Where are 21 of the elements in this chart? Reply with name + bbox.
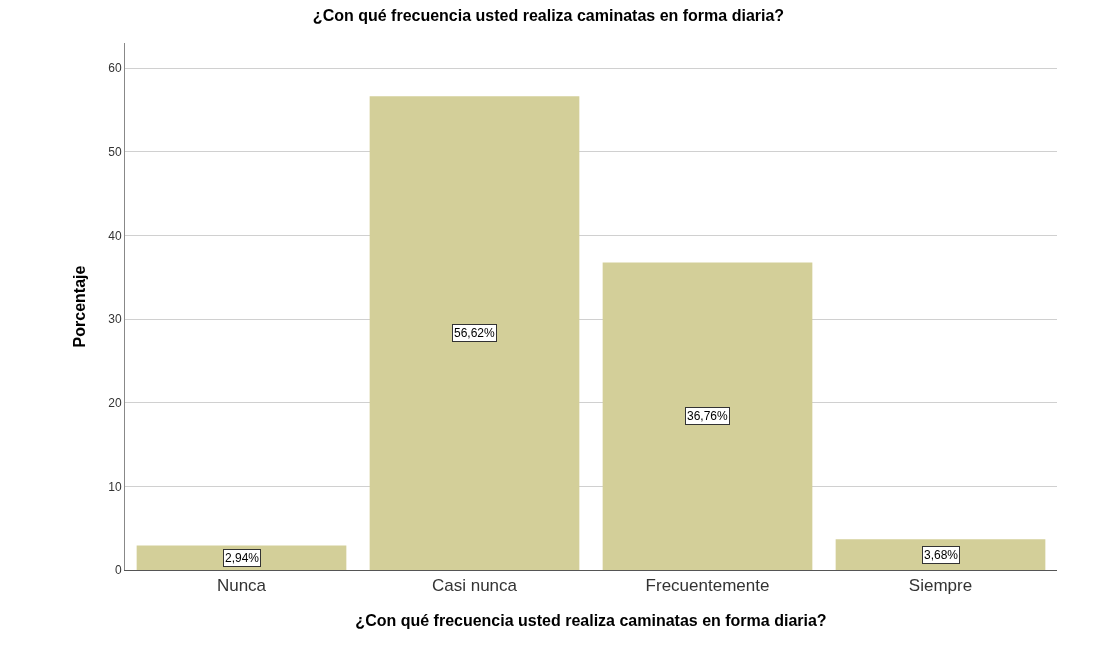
chart-title: ¿Con qué frecuencia usted realiza caminatas en forma diaria?	[312, 6, 785, 24]
y-tick-label: 40	[108, 228, 122, 243]
y-tick-label: 10	[108, 479, 122, 494]
y-tick-label: 50	[108, 144, 122, 159]
data-label: 3,68%	[924, 548, 959, 562]
x-axis-title: ¿Con qué frecuencia usted realiza caminatas en forma diaria?	[355, 612, 827, 630]
y-tick-label: 60	[108, 61, 122, 76]
y-axis-title: Porcentaje	[71, 265, 89, 348]
bar	[602, 262, 813, 570]
bar	[835, 539, 1046, 570]
x-tick-label: Frecuentemente	[645, 576, 770, 596]
data-label: 36,76%	[687, 409, 729, 423]
x-tick-label: Nunca	[216, 576, 267, 596]
bar	[369, 96, 580, 570]
data-label: 56,62%	[454, 326, 496, 340]
y-tick-label: 30	[108, 312, 122, 327]
x-tick-label: Casi nunca	[431, 576, 518, 596]
x-tick-label: Siempre	[908, 576, 973, 596]
data-label: 2,94%	[225, 551, 260, 565]
y-tick-label: 20	[108, 395, 122, 410]
y-tick-label: 0	[114, 563, 122, 578]
